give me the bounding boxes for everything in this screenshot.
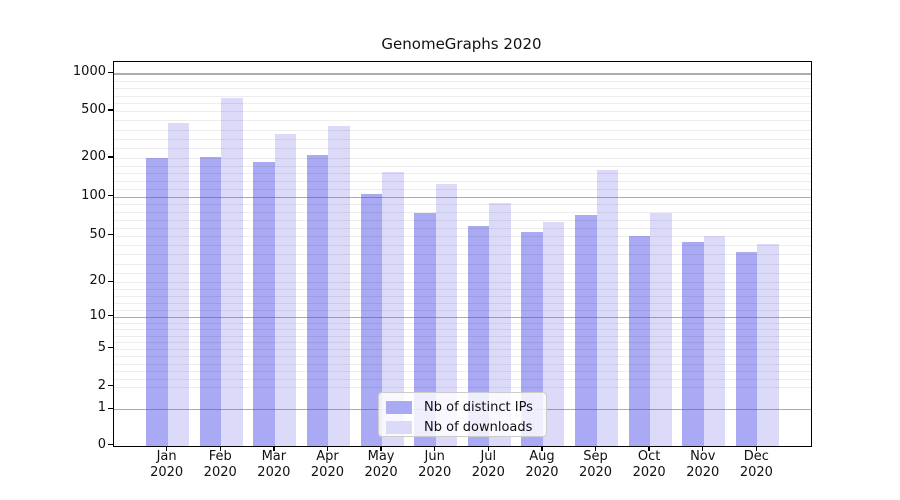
y-tick-mark: [108, 194, 113, 197]
x-tick-mark: [755, 446, 758, 451]
x-tick-label-jan: Jan 2020: [150, 449, 184, 480]
legend-row-distinct-ips: Nb of distinct IPs: [379, 399, 546, 416]
x-tick-mark: [702, 446, 704, 451]
x-tick-mark: [541, 446, 543, 451]
y-tick-mark: [108, 407, 113, 409]
y-tick-mark: [108, 71, 113, 74]
y-tick-label: 1: [97, 400, 106, 416]
bar-distinct-ips-sep: [575, 215, 597, 446]
y-tick-label: 2: [97, 377, 106, 393]
bars-layer: [114, 62, 811, 446]
x-tick-mark: [219, 446, 221, 451]
y-tick-mark: [108, 280, 113, 282]
y-tick-mark: [108, 314, 113, 317]
legend-row-downloads: Nb of downloads: [379, 419, 546, 436]
x-tick-label-nov: Nov 2020: [686, 449, 720, 480]
y-tick-label: 200: [81, 148, 106, 164]
y-tick-label: 10: [89, 307, 106, 323]
y-tick-mark: [108, 233, 113, 236]
x-tick-label-apr: Apr 2020: [310, 449, 344, 480]
legend-swatch-downloads: [386, 421, 412, 434]
x-tick-label-mar: Mar 2020: [257, 449, 291, 480]
bar-downloads-sep: [596, 170, 618, 446]
bar-downloads-dec: [757, 244, 779, 446]
bar-downloads-oct: [650, 212, 672, 446]
x-tick-label-sep: Sep 2020: [578, 449, 613, 480]
y-tick-mark: [108, 109, 113, 111]
legend: Nb of distinct IPs Nb of downloads: [378, 392, 547, 437]
x-tick-mark: [326, 446, 329, 451]
legend-label-downloads: Nb of downloads: [424, 420, 533, 435]
y-tick-mark: [108, 384, 113, 387]
chart-title: GenomeGraphs 2020: [381, 35, 542, 53]
bar-distinct-ips-jul: [467, 226, 490, 446]
bar-downloads-apr: [328, 126, 350, 446]
x-tick-label-dec: Dec 2020: [739, 449, 773, 480]
bar-distinct-ips-nov: [682, 242, 704, 446]
bar-distinct-ips-oct: [628, 235, 651, 446]
bar-downloads-jul: [489, 202, 511, 446]
x-tick-label-oct: Oct 2020: [632, 449, 666, 480]
x-tick-mark: [594, 446, 597, 451]
y-tick-label: 50: [89, 226, 106, 242]
y-tick-label: 100: [81, 187, 106, 203]
bar-downloads-aug: [542, 221, 565, 446]
y-tick-mark: [108, 443, 113, 446]
legend-label-distinct-ips: Nb of distinct IPs: [424, 400, 533, 415]
bar-downloads-feb: [221, 98, 243, 446]
bar-downloads-nov: [703, 235, 726, 446]
bar-downloads-jun: [435, 184, 458, 446]
bar-downloads-jan: [167, 122, 190, 446]
bar-downloads-mar: [274, 134, 297, 446]
x-tick-mark: [273, 446, 275, 451]
bar-distinct-ips-feb: [199, 156, 222, 446]
x-tick-mark: [648, 446, 650, 451]
bar-distinct-ips-dec: [735, 252, 758, 446]
y-tick-label: 5: [97, 339, 106, 355]
x-tick-mark: [380, 446, 382, 451]
x-tick-label-may: May 2020: [364, 449, 398, 480]
bar-downloads-may: [382, 171, 404, 446]
x-tick-label-aug: Aug 2020: [525, 449, 559, 480]
y-tick-label: 0: [97, 436, 106, 452]
legend-swatch-distinct-ips: [386, 401, 412, 414]
y-tick-label: 1000: [72, 64, 106, 80]
x-tick-label-jun: Jun 2020: [418, 449, 452, 480]
x-tick-label-jul: Jul 2020: [471, 449, 505, 480]
bar-distinct-ips-jan: [146, 157, 168, 446]
plot-area: [113, 60, 812, 447]
y-tick-label: 20: [89, 273, 106, 289]
bar-distinct-ips-mar: [253, 161, 275, 446]
x-tick-mark: [487, 446, 489, 451]
y-tick-mark: [108, 346, 113, 349]
y-tick-mark: [108, 156, 113, 158]
bar-distinct-ips-jun: [414, 212, 436, 446]
x-tick-mark: [165, 446, 168, 451]
bar-distinct-ips-apr: [307, 154, 329, 446]
y-tick-label: 500: [81, 101, 106, 117]
bar-distinct-ips-may: [360, 193, 383, 446]
x-tick-mark: [433, 446, 436, 451]
x-tick-label-feb: Feb 2020: [203, 449, 237, 480]
